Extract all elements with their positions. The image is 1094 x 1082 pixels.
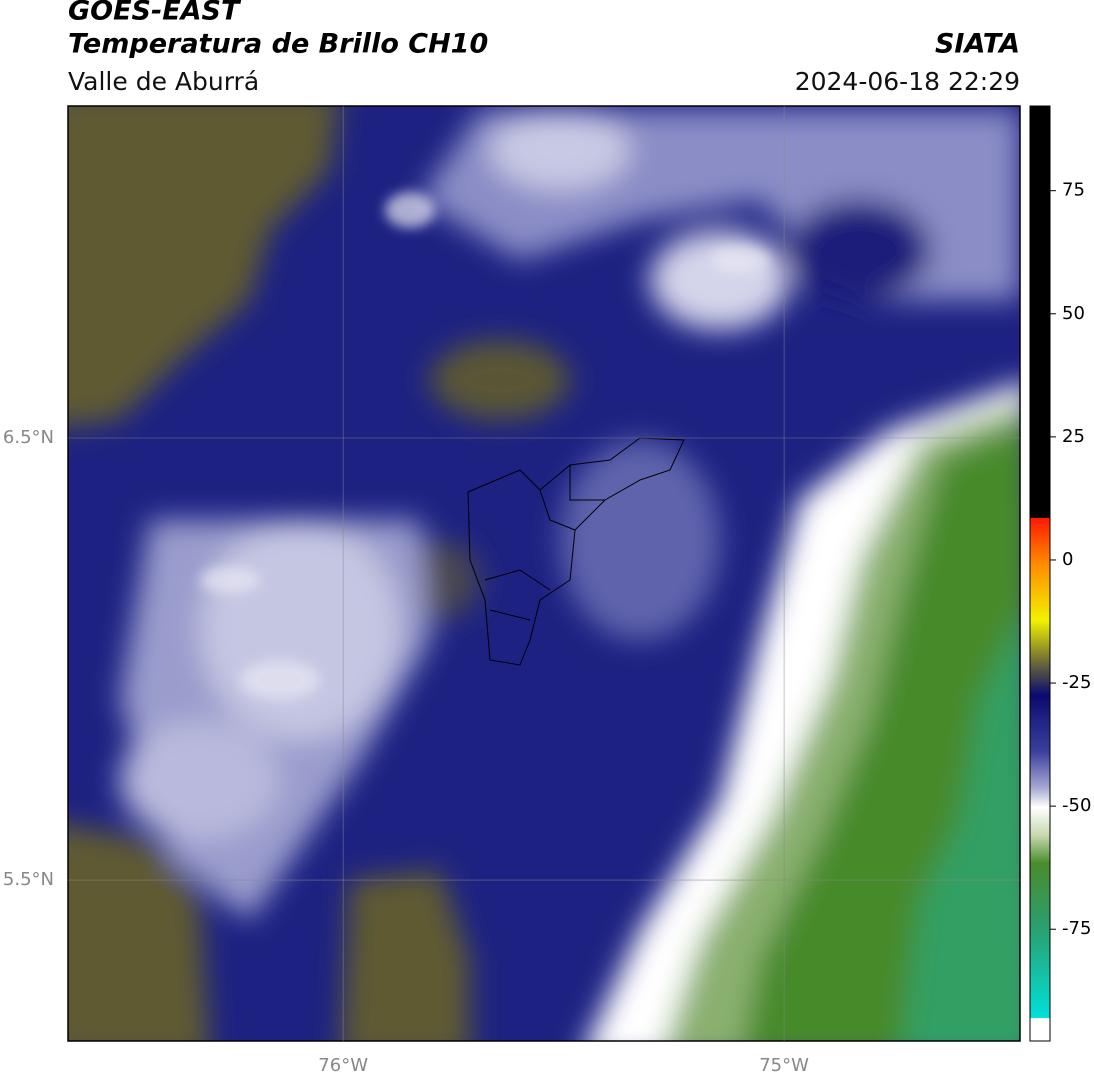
colorbar-tick-label: -75: [1062, 918, 1091, 939]
source: SIATA: [935, 29, 1020, 60]
colorbar-tick-label: 0: [1062, 549, 1073, 570]
colorbar-ticks: -75 -50 -25 0 25 50 75: [1050, 180, 1091, 939]
timestamp: 2024-06-18 22:29: [795, 67, 1020, 96]
colorbar-tick-label: 25: [1062, 426, 1085, 447]
colorbar-tick-label: -25: [1062, 672, 1091, 693]
map-frame: [67, 105, 1021, 1042]
lat-label: 5.5°N: [3, 869, 54, 890]
colorbar-tick-label: -50: [1062, 795, 1091, 816]
title: GOES-EAST: [68, 0, 242, 27]
municipal-boundaries: [467, 437, 685, 666]
graticule: 76°W 75°W 6.5°N 5.5°N: [3, 106, 1020, 1076]
colorbar-tick-label: 50: [1062, 303, 1085, 324]
colorbar: [1029, 105, 1051, 1042]
lon-label: 75°W: [759, 1055, 809, 1076]
subtitle: Temperatura de Brillo CH10: [68, 29, 488, 60]
region: Valle de Aburrá: [68, 67, 259, 96]
satellite-image: [68, 106, 1020, 1041]
lat-label: 6.5°N: [3, 427, 54, 448]
lon-label: 76°W: [318, 1055, 368, 1076]
colorbar-tick-label: 75: [1062, 180, 1085, 201]
